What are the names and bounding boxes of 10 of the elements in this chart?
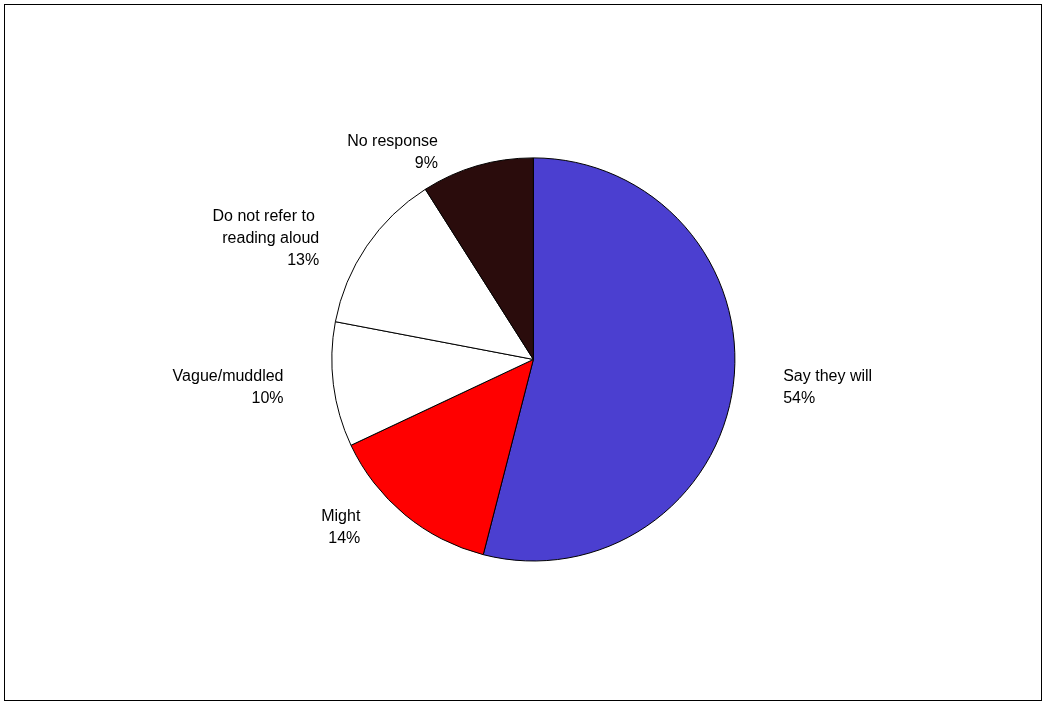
- slice-label: Say they will: [783, 367, 873, 385]
- slice-label: Do not refer to reading aloud: [212, 207, 320, 247]
- slice-label: Might: [321, 506, 361, 524]
- data-label: 14%: [328, 528, 361, 546]
- data-label: 13%: [287, 251, 320, 269]
- data-label: 10%: [251, 389, 284, 407]
- slice-label: Vague/muddled: [172, 367, 284, 385]
- data-label: 9%: [414, 154, 438, 171]
- slice-label: No response: [347, 132, 439, 149]
- data-label: 54%: [783, 389, 816, 407]
